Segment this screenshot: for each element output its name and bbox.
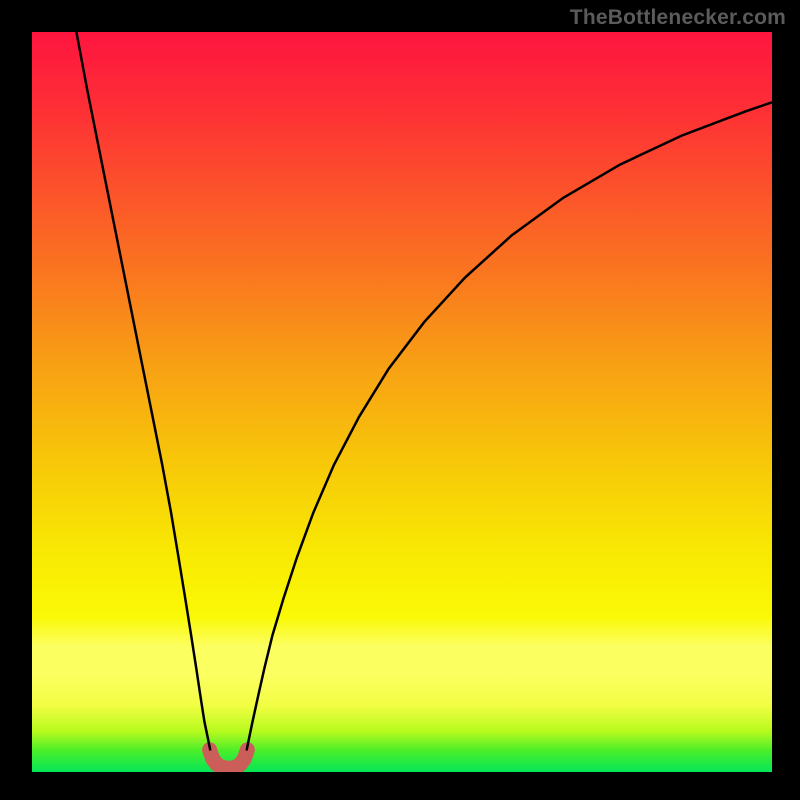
- chart-svg: [32, 32, 772, 772]
- watermark-text: TheBottlenecker.com: [570, 6, 786, 30]
- plot-background: [32, 32, 772, 772]
- chart-container: TheBottlenecker.com: [0, 0, 800, 800]
- plot-area: [32, 32, 772, 772]
